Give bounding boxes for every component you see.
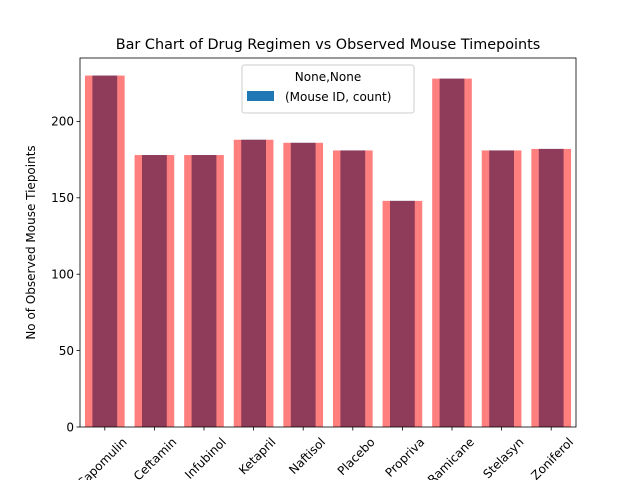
bar-overlay-infubinol — [184, 155, 224, 427]
y-axis-label: No of Observed Mouse Tiepoints — [24, 145, 38, 339]
plot-area: 0 50 100 150 200 Capomulin Ceftamin Infubinol K… — [51, 57, 577, 480]
bar-overlay-stelasyn — [481, 150, 522, 428]
bar-overlay-propriva — [382, 200, 423, 427]
x-tick-label: Stelasyn — [480, 435, 526, 480]
legend-box — [241, 64, 415, 114]
y-tick-label: 150 — [51, 191, 74, 205]
y-tick-label: 100 — [51, 268, 74, 282]
bar-overlay-placebo — [332, 150, 373, 428]
bar-overlay-naftisol — [283, 142, 324, 427]
y-tick-label: 50 — [59, 344, 74, 358]
legend-title: None,None — [295, 70, 361, 84]
x-tick-label: Infubinol — [182, 435, 229, 480]
axes-frame — [79, 57, 577, 428]
y-axis: 0 50 100 150 200 — [51, 115, 80, 434]
y-tick-label: 200 — [51, 115, 74, 129]
x-tick-label: Zoniferol — [528, 435, 576, 480]
legend-entry-label: (Mouse ID, count) — [285, 90, 391, 104]
bar-overlay-ceftamin — [134, 155, 175, 427]
bar-overlay-zoniferol — [531, 148, 572, 428]
x-tick-label: Propriva — [382, 435, 427, 480]
bars-group — [84, 75, 572, 428]
x-axis: Capomulin Ceftamin Infubinol Ketapril Naftis… — [74, 427, 576, 480]
x-tick-label: Ramicane — [425, 435, 477, 480]
chart-title: Bar Chart of Drug Regimen vs Observed Mo… — [116, 37, 541, 53]
y-tick-label: 0 — [66, 420, 74, 434]
x-tick-label: Placebo — [335, 435, 378, 478]
bar-overlay-capomulin — [84, 75, 125, 428]
x-tick-label: Capomulin — [74, 435, 129, 480]
bar-overlay-ramicane — [432, 78, 472, 428]
x-tick-label: Naftisol — [286, 435, 328, 477]
legend: None,None (Mouse ID, count) — [241, 64, 415, 114]
legend-swatch — [247, 91, 274, 101]
bar-overlay-ketapril — [233, 139, 274, 427]
x-tick-label: Ketapril — [236, 435, 278, 477]
x-tick-label: Ceftamin — [131, 435, 179, 480]
